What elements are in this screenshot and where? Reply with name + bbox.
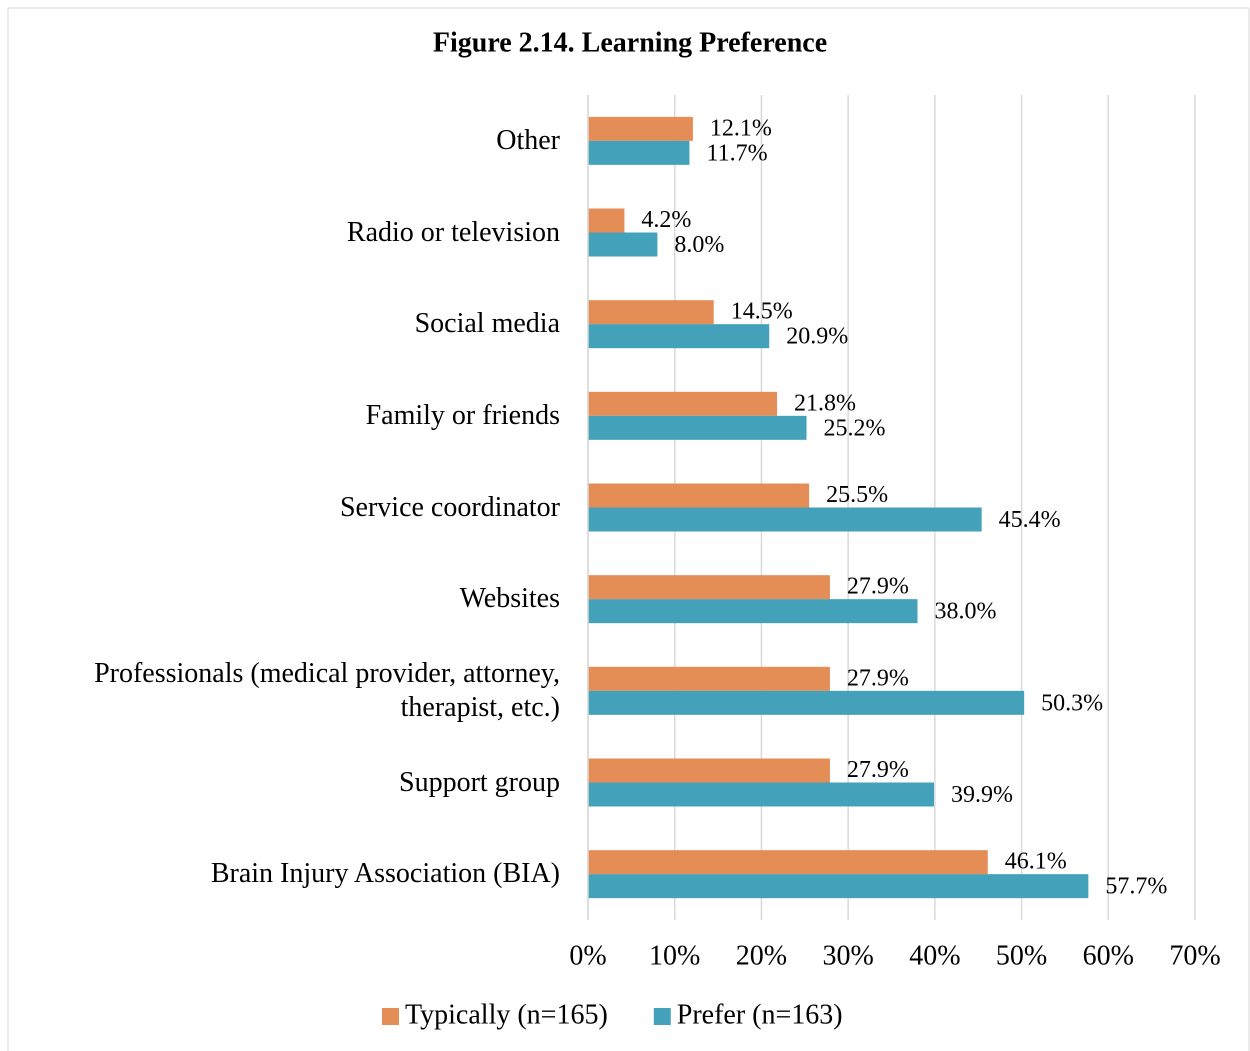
data-label: 39.9% bbox=[951, 782, 1013, 808]
data-label: 4.2% bbox=[641, 207, 691, 233]
bar bbox=[588, 324, 770, 349]
data-label: 27.9% bbox=[847, 665, 909, 691]
bar bbox=[588, 140, 690, 165]
bar bbox=[588, 874, 1089, 899]
bar bbox=[588, 782, 934, 807]
x-tick-label: 0% bbox=[569, 940, 606, 971]
x-tick-label: 10% bbox=[649, 940, 700, 971]
legend-label: Prefer (n=163) bbox=[677, 999, 843, 1030]
bar bbox=[588, 850, 988, 875]
data-label: 38.0% bbox=[935, 599, 997, 625]
bar bbox=[588, 758, 830, 783]
category-label: Family or friends bbox=[365, 399, 560, 431]
bar bbox=[588, 300, 714, 325]
legend-label: Typically (n=165) bbox=[405, 999, 608, 1030]
bar bbox=[588, 690, 1025, 715]
data-label: 11.7% bbox=[706, 140, 767, 166]
category-label: Websites bbox=[459, 583, 560, 615]
x-tick-label: 20% bbox=[736, 940, 787, 971]
bar bbox=[588, 483, 810, 508]
category-label: Professionals (medical provider, attorne… bbox=[94, 657, 560, 723]
x-tick-label: 70% bbox=[1169, 940, 1220, 971]
data-label: 45.4% bbox=[999, 507, 1061, 533]
bar bbox=[588, 391, 778, 416]
data-label: 25.5% bbox=[826, 482, 888, 508]
legend-swatch bbox=[653, 1008, 671, 1025]
bar bbox=[588, 666, 830, 691]
x-tick-label: 30% bbox=[822, 940, 873, 971]
data-label: 57.7% bbox=[1105, 874, 1167, 900]
data-label: 8.0% bbox=[674, 232, 724, 258]
bar bbox=[588, 575, 830, 600]
data-label: 25.2% bbox=[824, 415, 886, 441]
bar bbox=[588, 415, 807, 440]
legend-swatch bbox=[382, 1008, 399, 1025]
bar bbox=[588, 232, 658, 257]
chart-title: Figure 2.14. Learning Preference bbox=[433, 27, 827, 58]
category-label: Brain Injury Association (BIA) bbox=[210, 858, 560, 890]
data-label: 50.3% bbox=[1041, 690, 1103, 716]
data-label: 20.9% bbox=[786, 324, 848, 350]
data-label: 21.8% bbox=[794, 390, 856, 416]
category-label: Service coordinator bbox=[339, 491, 560, 523]
x-tick-label: 50% bbox=[996, 940, 1047, 971]
category-label: Radio or television bbox=[346, 216, 560, 248]
bar bbox=[588, 507, 982, 532]
category-label: Social media bbox=[414, 308, 560, 340]
chart-border bbox=[7, 7, 1250, 1051]
category-label: Other bbox=[496, 124, 560, 156]
x-tick-label: 40% bbox=[909, 940, 960, 971]
data-label: 46.1% bbox=[1005, 849, 1067, 875]
bar bbox=[588, 208, 625, 233]
bar bbox=[588, 599, 918, 624]
category-label: Support group bbox=[399, 766, 560, 798]
data-label: 27.9% bbox=[847, 757, 909, 783]
data-label: 12.1% bbox=[710, 115, 772, 141]
x-tick-label: 60% bbox=[1083, 940, 1134, 971]
data-label: 27.9% bbox=[847, 574, 909, 600]
bar bbox=[588, 116, 693, 141]
data-label: 14.5% bbox=[731, 299, 793, 325]
